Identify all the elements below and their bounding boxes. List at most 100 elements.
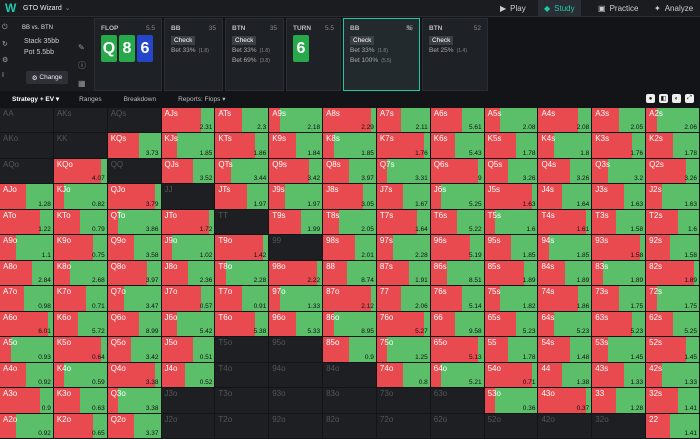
hand-cell[interactable]: 92o [269, 413, 323, 438]
contrast-icon[interactable]: ◐ [672, 94, 681, 103]
hand-cell[interactable]: 72o [376, 413, 430, 438]
layout-icon[interactable]: ◧ [659, 94, 668, 103]
pencil-icon[interactable]: ✎ [406, 24, 413, 33]
hand-cell[interactable]: J3s 1.63 [592, 184, 646, 209]
info-icon[interactable]: ⓘ [78, 61, 86, 70]
hand-cell[interactable]: ATo 1.22 [0, 209, 53, 235]
hand-cell[interactable]: 94s 1.85 [538, 235, 592, 260]
grid-icon[interactable]: ▦ [78, 79, 86, 88]
hand-cell[interactable]: 52o [484, 413, 538, 438]
action-line[interactable]: Check [232, 36, 257, 45]
hand-cell[interactable]: 43o 0.37 [538, 388, 592, 413]
hand-cell[interactable]: T8o 2.28 [215, 260, 269, 286]
hand-cell[interactable]: J8s 3.05 [323, 184, 376, 209]
action-line[interactable]: Check [171, 36, 196, 45]
hand-cell[interactable]: T6s 5.22 [430, 209, 484, 235]
hand-cell[interactable]: T9o 1.42 [215, 235, 269, 260]
hand-cell[interactable]: KTo 0.79 [53, 209, 107, 235]
hand-cell[interactable]: JJ [161, 184, 215, 209]
hand-cell[interactable]: T5o [215, 337, 269, 362]
hand-cell[interactable]: J8o 2.36 [161, 260, 215, 286]
hand-cell[interactable]: A8s 2.29 [323, 108, 376, 133]
hand-cell[interactable]: J2o [161, 413, 215, 438]
street-0[interactable]: FLOP 5.5 Q 8 6 [94, 18, 162, 91]
hand-cell[interactable]: J4s 1.64 [538, 184, 592, 209]
hand-cell[interactable]: K6s 5.43 [430, 133, 484, 158]
hand-cell[interactable]: KTs 1.86 [215, 133, 269, 158]
hand-cell[interactable]: AJs 2.31 [161, 108, 215, 133]
hand-cell[interactable]: KJs 1.85 [161, 133, 215, 158]
hand-cell[interactable]: K3s 1.76 [592, 133, 646, 158]
hand-cell[interactable]: T5s 1.6 [484, 209, 538, 235]
hand-cell[interactable]: 93s 1.58 [592, 235, 646, 260]
hand-cell[interactable]: Q9s 3.42 [269, 158, 323, 184]
hand-cell[interactable]: T7o 0.91 [215, 286, 269, 311]
hand-cell[interactable]: Q5s 3.26 [484, 158, 538, 184]
hand-cell[interactable]: 97s 2.28 [376, 235, 430, 260]
hand-cell[interactable]: J5s 1.63 [484, 184, 538, 209]
hand-cell[interactable]: 55 1.78 [484, 337, 538, 362]
hand-cell[interactable]: Q3s 3.2 [592, 158, 646, 184]
hand-cell[interactable]: AA [0, 108, 53, 133]
hand-cell[interactable]: TT [215, 209, 269, 235]
pencil-icon[interactable]: ✎ [78, 43, 85, 52]
hand-cell[interactable]: KQs 3.73 [107, 133, 161, 158]
hand-cell[interactable]: 43s 1.33 [592, 362, 646, 388]
hand-cell[interactable]: Q9o 3.58 [107, 235, 161, 260]
hand-cell[interactable]: 42s 1.33 [646, 362, 699, 388]
action-line[interactable]: Bet 33% (1.8) [232, 47, 270, 54]
hand-cell[interactable]: JTo 1.72 [161, 209, 215, 235]
hand-cell[interactable]: T7s 1.64 [376, 209, 430, 235]
hand-cell[interactable]: Q4o 3.38 [107, 362, 161, 388]
hand-cell[interactable]: 94o [269, 362, 323, 388]
hand-cell[interactable]: A8o 2.84 [0, 260, 53, 286]
change-button[interactable]: ⚙ Change [26, 71, 68, 84]
app-title[interactable]: GTO Wizard [23, 4, 62, 12]
hand-cell[interactable]: 87o 2.12 [323, 286, 376, 311]
hand-cell[interactable]: 32s 1.41 [646, 388, 699, 413]
hand-cell[interactable]: J6o 5.42 [161, 311, 215, 337]
hand-cell[interactable]: K7s 1.76 [376, 133, 430, 158]
hand-cell[interactable]: A2s 2.06 [646, 108, 699, 133]
hand-cell[interactable]: QJo 3.79 [107, 184, 161, 209]
hand-cell[interactable]: Q7s 3.31 [376, 158, 430, 184]
hand-cell[interactable]: 63s 5.23 [592, 311, 646, 337]
hand-cell[interactable]: K9o 0.75 [53, 235, 107, 260]
hand-cell[interactable]: 54o 0.71 [484, 362, 538, 388]
hand-cell[interactable]: 66 9.58 [430, 311, 484, 337]
hand-cell[interactable]: K4s 1.8 [538, 133, 592, 158]
hand-cell[interactable]: 96o 5.33 [269, 311, 323, 337]
hand-cell[interactable]: K8s 1.85 [323, 133, 376, 158]
expand-icon[interactable]: ⤢ [685, 94, 694, 103]
hand-cell[interactable]: A5s 2.08 [484, 108, 538, 133]
hand-cell[interactable]: 99 [269, 235, 323, 260]
hand-cell[interactable]: J5o 0.51 [161, 337, 215, 362]
hand-cell[interactable]: K4o 0.59 [53, 362, 107, 388]
hand-cell[interactable]: 88 8.74 [323, 260, 376, 286]
hand-cell[interactable]: T4o [215, 362, 269, 388]
hand-cell[interactable]: 73s 1.75 [592, 286, 646, 311]
hand-cell[interactable]: 64s 5.23 [538, 311, 592, 337]
hand-cell[interactable]: A7s 2.11 [376, 108, 430, 133]
action-line[interactable]: Bet 33% (1.8) [171, 47, 209, 54]
hand-cell[interactable]: 76s 5.14 [430, 286, 484, 311]
hand-cell[interactable]: Q3o 3.38 [107, 388, 161, 413]
hand-cell[interactable]: K5s 1.78 [484, 133, 538, 158]
hand-cell[interactable]: A4s 2.08 [538, 108, 592, 133]
hand-cell[interactable]: A6s 5.61 [430, 108, 484, 133]
hand-cell[interactable]: 65s 5.23 [484, 311, 538, 337]
street-5[interactable]: BTN 52 Check Bet 25% (1.4) [422, 18, 488, 91]
hand-cell[interactable]: 62o [430, 413, 484, 438]
hand-cell[interactable]: Q4s 3.26 [538, 158, 592, 184]
street-1[interactable]: BB 35 Check Bet 33% (1.8) [164, 18, 223, 91]
tab-breakdown[interactable]: Breakdown [123, 95, 157, 103]
hand-cell[interactable]: J4o 0.52 [161, 362, 215, 388]
hand-cell[interactable]: A7o 0.98 [0, 286, 53, 311]
hand-cell[interactable]: T8s 2.05 [323, 209, 376, 235]
hand-cell[interactable]: 53o 0.36 [484, 388, 538, 413]
hand-cell[interactable]: 64o 5.21 [430, 362, 484, 388]
hand-cell[interactable]: AJo 1.28 [0, 184, 53, 209]
hand-cell[interactable]: 75o 1.25 [376, 337, 430, 362]
street-2[interactable]: BTN 35 Check Bet 33% (1.8) Bet 69% (3.8) [225, 18, 284, 91]
hand-cell[interactable]: 22 1.41 [646, 413, 699, 438]
